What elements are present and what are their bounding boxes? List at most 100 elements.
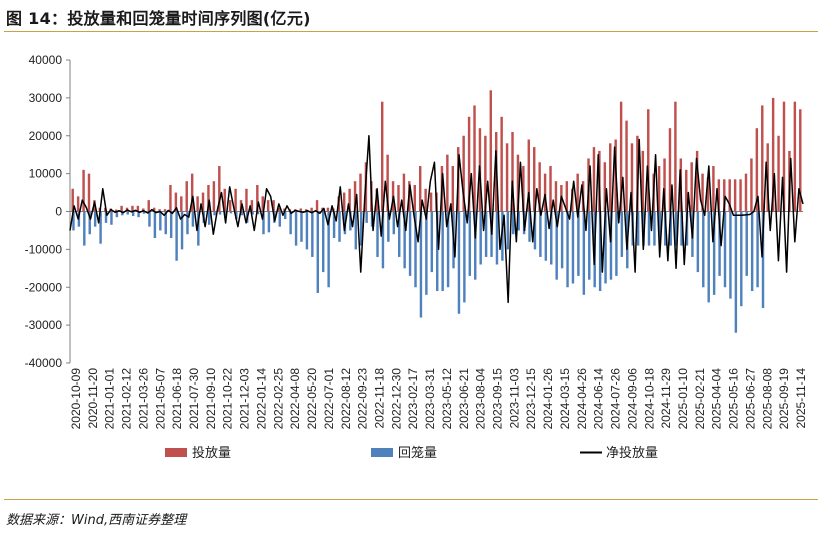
withdrawal-bar — [734, 211, 738, 333]
x-tick-label: 2025-11-14 — [794, 368, 808, 429]
injection-bar — [739, 179, 742, 212]
x-tick-label: 2023-12-15 — [524, 368, 538, 430]
injection-bar — [549, 166, 552, 212]
y-tick-label: -10000 — [25, 242, 63, 256]
withdrawal-bar — [517, 211, 520, 231]
injection-bar — [467, 116, 471, 212]
legend-withdrawal-swatch — [371, 448, 393, 457]
withdrawal-bar — [327, 211, 330, 288]
injection-bar — [451, 166, 455, 212]
withdrawal-bar — [479, 211, 482, 265]
withdrawal-bar — [224, 211, 227, 218]
injection-bar — [223, 188, 226, 212]
withdrawal-bar — [381, 211, 385, 269]
withdrawal-bar — [696, 211, 700, 273]
withdrawal-bar — [533, 211, 537, 250]
injection-bar — [619, 101, 623, 212]
withdrawal-bar — [550, 211, 553, 265]
x-tick-label: 2021-01-01 — [103, 368, 117, 430]
withdrawal-bar — [669, 211, 672, 246]
x-tick-label: 2021-10-22 — [221, 368, 235, 430]
withdrawal-bar — [251, 211, 254, 215]
withdrawal-bar — [495, 211, 499, 265]
withdrawal-bar — [446, 211, 450, 288]
injection-bar — [114, 209, 118, 212]
injection-bar — [489, 90, 493, 212]
withdrawal-bar — [365, 211, 368, 223]
withdrawal-bar — [191, 211, 195, 227]
withdrawal-bar — [289, 211, 292, 235]
x-axis-ticks: 2020-10-09 2020-11-20 2021-01-01 2021-02-12… — [69, 368, 808, 430]
withdrawal-bar — [582, 211, 586, 295]
withdrawal-bar — [729, 211, 732, 299]
injection-bar — [744, 173, 748, 212]
withdrawal-bar — [560, 211, 564, 269]
injection-bar — [93, 200, 96, 212]
withdrawal-bar — [555, 211, 558, 280]
source-divider — [4, 499, 818, 500]
withdrawal-bar — [300, 211, 303, 242]
injection-bar — [761, 105, 764, 212]
withdrawal-bar — [278, 211, 281, 227]
withdrawal-bar — [539, 211, 542, 257]
injection-bar — [522, 166, 525, 212]
x-tick-label: 2022-05-20 — [305, 368, 319, 430]
injection-bar — [462, 135, 465, 212]
x-tick-label: 2020-10-09 — [69, 368, 83, 430]
withdrawal-bar — [207, 211, 211, 225]
withdrawal-bar — [169, 211, 173, 239]
x-tick-label: 2022-02-25 — [271, 368, 285, 430]
injection-bar — [147, 200, 150, 212]
injection-bar — [142, 208, 145, 212]
x-tick-label: 2021-12-03 — [238, 368, 252, 430]
injection-bar — [695, 150, 699, 212]
y-tick-label: 10000 — [29, 167, 63, 181]
withdrawal-bar — [484, 211, 488, 257]
y-tick-label: 0 — [55, 205, 62, 219]
injection-bar — [755, 128, 759, 212]
injection-bar — [212, 181, 216, 212]
x-tick-label: 2025-05-16 — [727, 368, 741, 430]
injection-bar — [750, 158, 753, 212]
injection-bar — [397, 184, 400, 212]
withdrawal-bar — [235, 211, 238, 220]
injection-bar — [169, 184, 172, 212]
withdrawal-bar — [213, 211, 216, 216]
withdrawal-bar — [99, 211, 102, 244]
injection-bar — [500, 116, 503, 212]
withdrawal-bar — [311, 211, 314, 257]
withdrawal-bar — [104, 211, 108, 223]
withdrawal-bar — [577, 211, 580, 276]
withdrawal-bar — [680, 211, 683, 246]
withdrawal-bar — [604, 211, 607, 284]
x-tick-label: 2021-03-26 — [136, 368, 150, 430]
injection-bar — [87, 173, 91, 212]
injection-bar — [473, 105, 476, 212]
injection-bar — [630, 143, 634, 212]
injection-bar — [576, 173, 579, 212]
injection-bar — [728, 179, 731, 212]
withdrawal-bar — [159, 211, 162, 231]
withdrawal-bar — [414, 211, 417, 288]
legend-withdrawal-label: 回笼量 — [398, 445, 437, 461]
injection-bar — [256, 184, 259, 212]
withdrawal-bar — [72, 211, 75, 231]
injection-bar — [538, 162, 541, 212]
withdrawal-bar — [419, 211, 423, 318]
withdrawal-bar — [707, 211, 710, 303]
withdrawal-bar — [598, 211, 602, 292]
injection-bar — [353, 181, 357, 212]
injection-bar — [185, 181, 188, 212]
withdrawal-bar — [83, 211, 86, 246]
x-tick-label: 2024-04-26 — [575, 368, 589, 430]
x-tick-label: 2022-07-01 — [322, 368, 336, 430]
withdrawal-bar — [653, 211, 656, 246]
withdrawal-bar — [441, 211, 444, 292]
x-tick-label: 2022-11-18 — [372, 368, 386, 429]
withdrawal-bar — [761, 211, 765, 309]
injection-bar — [207, 184, 210, 212]
injection-bar — [136, 205, 140, 212]
withdrawal-bar — [571, 211, 575, 284]
injection-bar — [201, 192, 205, 212]
injection-bar — [386, 154, 389, 212]
